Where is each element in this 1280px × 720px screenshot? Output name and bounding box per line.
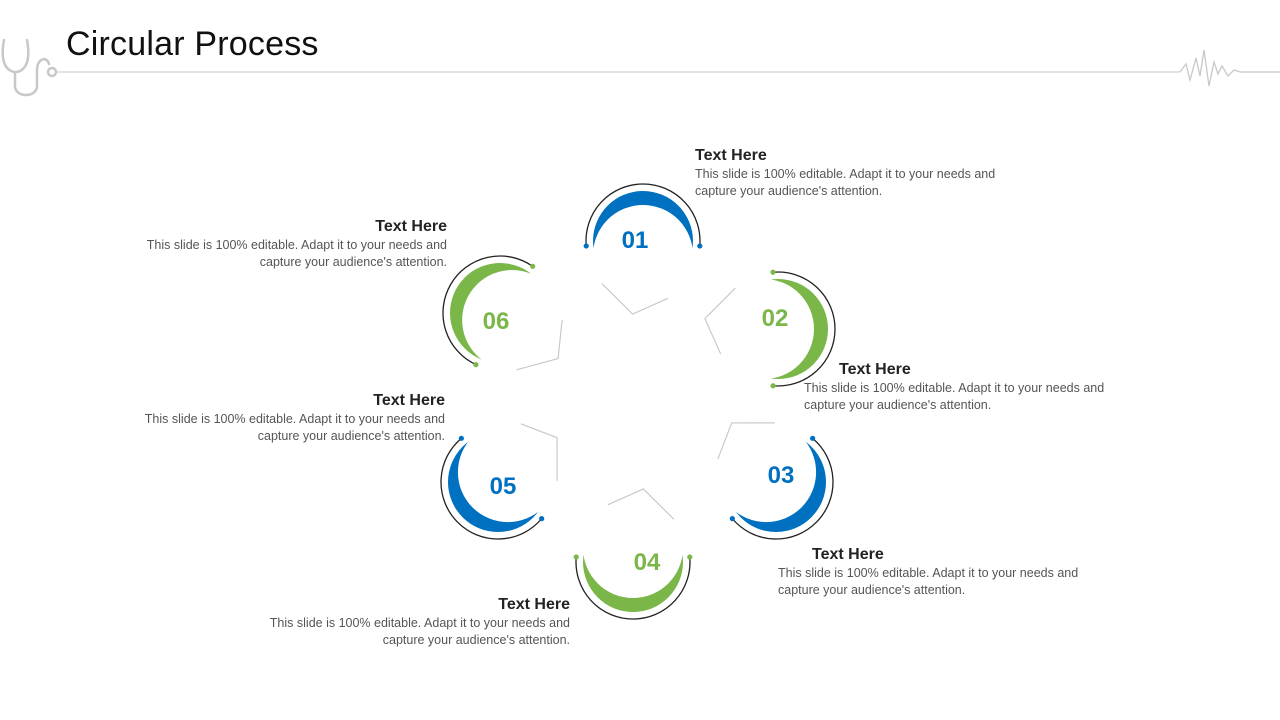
step-number-02: 02	[761, 305, 789, 332]
paper-fold	[516, 319, 563, 371]
step-text-02: Text Here This slide is 100% editable. A…	[804, 360, 1134, 414]
step-body: This slide is 100% editable. Adapt it to…	[804, 381, 1105, 412]
outer-ring-arc	[440, 437, 543, 540]
step-badge-01	[583, 183, 703, 315]
step-body: This slide is 100% editable. Adapt it to…	[695, 167, 996, 198]
badge-face	[583, 498, 683, 598]
step-badge-03	[716, 422, 834, 540]
step-body: This slide is 100% editable. Adapt it to…	[144, 412, 445, 443]
ring-end-dot	[530, 263, 536, 269]
outer-ring-arc	[575, 556, 691, 620]
ring-end-dot	[729, 516, 735, 522]
step-text-01: Text Here This slide is 100% editable. A…	[695, 146, 1025, 200]
ring-end-dot	[573, 554, 579, 560]
paper-fold	[601, 283, 669, 315]
outer-ring-arc	[772, 271, 836, 387]
badge-face	[714, 279, 814, 379]
ring-end-dot	[770, 383, 776, 389]
step-number-03: 03	[767, 462, 795, 489]
badge-face	[593, 205, 693, 305]
ring-end-dot	[697, 243, 703, 249]
step-badge-06	[442, 255, 563, 371]
step-badge-05	[440, 422, 558, 540]
step-heading: Text Here	[812, 546, 884, 563]
ring-end-dot	[770, 269, 776, 275]
ring-end-dot	[473, 362, 479, 368]
ring-end-dot	[810, 435, 816, 441]
step-text-06: Text Here This slide is 100% editable. A…	[117, 217, 447, 271]
step-body: This slide is 100% editable. Adapt it to…	[146, 238, 447, 269]
step-heading: Text Here	[375, 218, 447, 235]
step-number-05: 05	[489, 473, 517, 500]
outer-ring-arc	[585, 183, 701, 247]
ring-end-dot	[458, 435, 464, 441]
paper-fold	[520, 423, 558, 481]
step-badge-04	[573, 488, 693, 620]
step-body: This slide is 100% editable. Adapt it to…	[269, 616, 570, 647]
step-text-04: Text Here This slide is 100% editable. A…	[240, 595, 570, 649]
paper-fold	[704, 287, 736, 355]
page-title: Circular Process	[66, 25, 319, 63]
step-heading: Text Here	[839, 361, 911, 378]
paper-fold	[607, 488, 675, 520]
step-number-04: 04	[633, 549, 661, 576]
step-heading: Text Here	[695, 147, 767, 164]
heartbeat-icon	[1179, 49, 1280, 87]
paper-fold	[717, 422, 775, 460]
step-heading: Text Here	[498, 596, 570, 613]
step-heading: Text Here	[373, 392, 445, 409]
badge-face	[457, 422, 558, 523]
step-text-05: Text Here This slide is 100% editable. A…	[115, 391, 445, 445]
step-badge-02	[704, 269, 836, 389]
outer-ring-arc	[442, 255, 534, 366]
badge-face	[462, 270, 563, 370]
step-body: This slide is 100% editable. Adapt it to…	[778, 566, 1079, 597]
ring-end-dot	[539, 516, 545, 522]
stethoscope-icon	[1, 38, 58, 97]
step-number-01: 01	[621, 227, 649, 254]
outer-ring-arc	[731, 437, 834, 540]
ring-end-dot	[687, 554, 693, 560]
step-number-06: 06	[482, 308, 510, 335]
ring-end-dot	[583, 243, 589, 249]
step-text-03: Text Here This slide is 100% editable. A…	[778, 545, 1108, 599]
badge-face	[716, 422, 817, 523]
